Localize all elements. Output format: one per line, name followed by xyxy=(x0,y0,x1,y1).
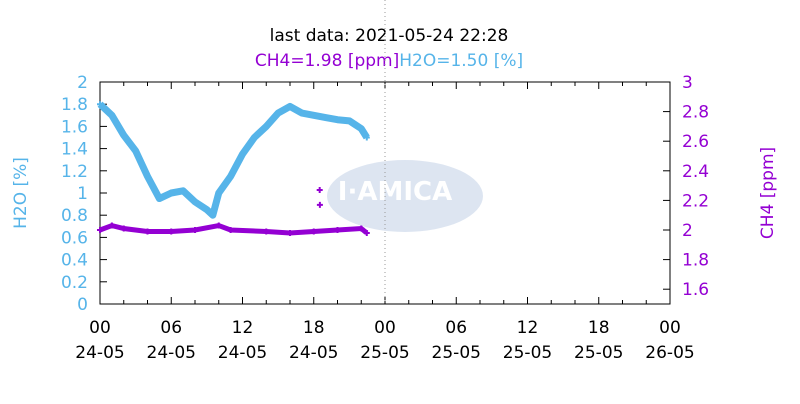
svg-text:I·AMICA: I·AMICA xyxy=(338,177,452,207)
x-tick-time: 00 xyxy=(374,318,396,338)
chart-subtitle: CH4=1.98 [ppm]H2O=1.50 [%] xyxy=(255,51,523,71)
point-ch4 xyxy=(316,187,323,194)
point-h2o xyxy=(287,103,293,110)
point-h2o xyxy=(298,110,305,117)
x-tick-time: 00 xyxy=(659,318,681,338)
point-h2o xyxy=(239,151,246,158)
series-ch4-trace xyxy=(99,222,369,236)
x-tick-time: 00 xyxy=(89,318,111,338)
point-h2o xyxy=(346,117,353,124)
point-ch4 xyxy=(108,222,115,229)
point-h2o xyxy=(322,114,329,121)
y-right-tick-label: 2 xyxy=(682,221,693,241)
y-axis-right-label: CH4 [ppm] xyxy=(758,147,778,239)
point-h2o xyxy=(209,212,216,219)
h2o-current: H2O=1.50 [%] xyxy=(399,51,523,71)
y-left-tick-label: 1.6 xyxy=(61,117,88,137)
point-ch4 xyxy=(120,225,127,232)
point-h2o xyxy=(168,190,175,196)
point-h2o xyxy=(132,147,139,154)
x-tick-time: 06 xyxy=(445,318,467,338)
point-h2o xyxy=(363,134,370,141)
point-ch4 xyxy=(192,227,198,233)
point-h2o xyxy=(203,206,210,213)
point-h2o xyxy=(358,125,365,132)
x-tick-date: 24-05 xyxy=(218,343,267,363)
point-h2o xyxy=(108,112,115,119)
point-ch4 xyxy=(144,228,151,235)
y-left-tick-label: 0.6 xyxy=(61,228,88,248)
y-left-tick-label: 1 xyxy=(77,184,88,204)
x-tick-date: 24-05 xyxy=(75,343,124,363)
point-ch4 xyxy=(215,222,222,229)
y-left-tick-label: 2 xyxy=(77,73,88,93)
x-tick-time: 06 xyxy=(160,318,182,338)
x-tick-time: 18 xyxy=(303,318,325,338)
x-tick-time: 12 xyxy=(232,318,254,338)
y-right-tick-label: 2.8 xyxy=(682,103,709,123)
y-left-tick-label: 0.8 xyxy=(61,206,88,226)
y-axis-left-label: H2O [%] xyxy=(11,157,31,229)
point-h2o xyxy=(156,195,163,202)
y-left-tick-label: 1.4 xyxy=(61,140,88,160)
y-right-tick-label: 1.6 xyxy=(682,280,709,300)
point-ch4 xyxy=(168,228,175,235)
point-h2o xyxy=(192,198,198,205)
point-h2o xyxy=(215,190,222,196)
point-h2o xyxy=(97,101,103,108)
point-ch4 xyxy=(263,228,270,235)
point-ch4 xyxy=(334,227,341,233)
y-left-tick-label: 0.2 xyxy=(61,273,88,293)
y-left-tick-label: 1.8 xyxy=(61,95,88,115)
x-tick-date: 24-05 xyxy=(289,343,338,363)
point-h2o xyxy=(180,187,187,194)
x-tick-date: 26-05 xyxy=(645,343,694,363)
point-ch4 xyxy=(310,228,317,235)
point-ch4 xyxy=(227,227,234,233)
point-ch4 xyxy=(358,225,365,232)
x-tick-date: 25-05 xyxy=(432,343,481,363)
series-h2o-trace xyxy=(97,101,370,219)
x-tick-time: 12 xyxy=(517,318,539,338)
x-tick-date: 24-05 xyxy=(147,343,196,363)
point-h2o xyxy=(263,123,270,130)
point-ch4 xyxy=(97,227,103,233)
y-right-tick-label: 2.4 xyxy=(682,162,709,182)
x-tick-time: 18 xyxy=(588,318,610,338)
y-left-tick-label: 1.2 xyxy=(61,162,88,182)
point-ch4 xyxy=(363,229,370,236)
point-h2o xyxy=(227,173,234,180)
point-h2o xyxy=(310,112,317,119)
x-tick-date: 25-05 xyxy=(360,343,409,363)
x-tick-date: 25-05 xyxy=(503,343,552,363)
point-h2o xyxy=(334,116,341,123)
logo-watermark: I·AMICA xyxy=(327,160,483,232)
y-right-tick-label: 1.8 xyxy=(682,251,709,271)
point-h2o xyxy=(120,132,127,139)
ch4-current: CH4=1.98 [ppm] xyxy=(255,51,399,71)
y-left-tick-label: 0.4 xyxy=(61,251,88,271)
point-h2o xyxy=(251,134,258,141)
chart-title: last data: 2021-05-24 22:28 xyxy=(270,26,509,46)
point-ch4 xyxy=(287,229,293,236)
point-h2o xyxy=(275,110,282,117)
point-ch4 xyxy=(316,201,323,208)
y-right-tick-label: 2.6 xyxy=(682,132,709,152)
x-tick-date: 25-05 xyxy=(574,343,623,363)
point-h2o xyxy=(144,173,151,180)
y-right-tick-label: 3 xyxy=(682,73,693,93)
y-right-tick-label: 2.2 xyxy=(682,191,709,211)
y-left-tick-label: 0 xyxy=(77,295,88,315)
